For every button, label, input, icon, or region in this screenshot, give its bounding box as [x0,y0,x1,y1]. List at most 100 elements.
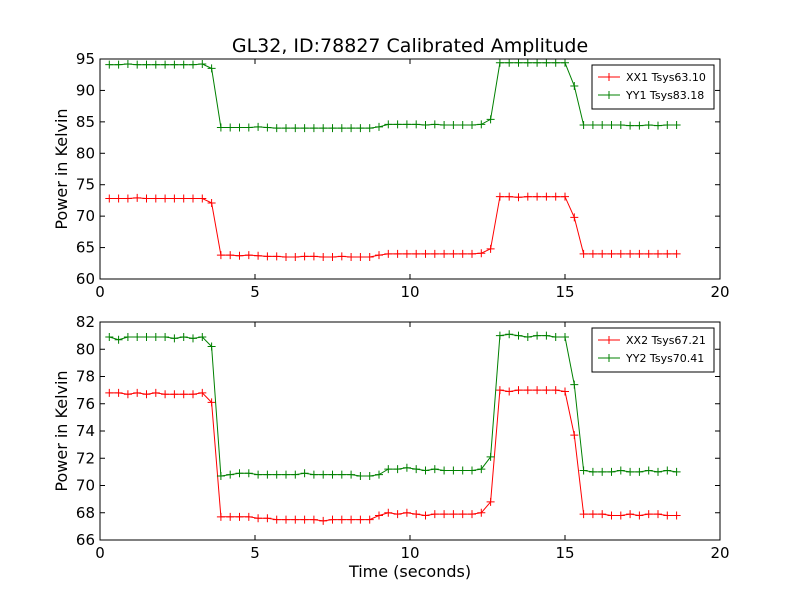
data-point [477,120,486,129]
data-point [542,331,551,340]
data-point [189,194,197,203]
data-point [588,121,597,129]
data-point [226,470,235,479]
y-axis-label: Power in Kelvin [52,370,71,491]
data-point [607,121,616,129]
data-point [514,386,523,395]
data-point [272,515,281,524]
data-point [495,192,504,201]
data-point [616,121,625,129]
data-point [551,58,560,67]
data-point [598,249,607,258]
data-point [440,121,449,129]
data-point [533,386,542,395]
data-point [607,467,616,476]
data-point [142,390,151,399]
data-point [486,244,495,253]
data-point [309,470,318,479]
data-point [179,332,188,341]
data-point [179,390,188,399]
data-point [440,466,449,475]
data-point [672,249,681,258]
data-point [282,470,290,479]
data-point [672,121,681,129]
data-point [523,332,532,341]
data-point [412,465,421,474]
data-point [263,252,272,261]
y-tick-label: 80 [76,340,95,358]
data-point [672,467,681,476]
data-point [412,120,421,129]
data-point [254,122,263,131]
data-point [244,469,253,478]
data-point [300,252,309,261]
data-point [365,515,374,524]
y-tick-label: 68 [76,504,95,522]
data-point [375,251,383,260]
data-point [663,121,672,129]
data-point [142,332,151,341]
data-point [533,331,542,340]
data-point [551,332,560,341]
data-point [626,467,635,476]
data-point [207,342,216,351]
data-point [412,510,421,519]
data-point [421,121,430,129]
data-point [644,249,653,258]
data-point [105,332,114,341]
data-point [291,515,300,524]
data-point [226,123,235,132]
legend-marker [605,91,613,99]
data-point [626,249,635,258]
data-point [598,510,607,519]
data-point [291,253,300,261]
data-point [235,251,244,260]
data-point [291,470,300,479]
data-point [337,252,346,261]
x-axis-label: Time (seconds) [348,562,471,581]
data-point [561,332,569,341]
data-point [477,508,486,517]
data-point [421,511,430,520]
data-point [430,510,439,519]
data-point [635,249,644,258]
y-tick-label: 85 [76,113,95,131]
data-point [291,124,300,133]
y-tick-label: 70 [76,477,95,495]
data-point [198,332,207,341]
data-point [151,332,160,341]
data-point [300,469,309,478]
data-point [347,515,356,524]
data-point [588,510,597,519]
y-tick-label: 70 [76,207,95,225]
data-point [272,470,281,479]
data-point [384,120,393,129]
data-point [263,123,272,132]
y-tick-label: 90 [76,81,95,99]
data-point [393,465,402,474]
data-point [393,249,402,258]
data-point [356,515,365,524]
data-point [449,121,458,129]
data-point [449,510,458,519]
data-point [505,387,514,396]
data-point [570,431,579,440]
data-point [319,124,328,133]
y-tick-label: 66 [76,531,95,549]
data-point [402,508,411,517]
data-point [663,466,672,475]
data-point [207,398,216,407]
data-point [551,386,560,395]
data-point [626,510,635,519]
data-point [495,58,504,67]
data-point [198,388,207,397]
x-tick-label: 20 [710,544,729,562]
data-point [635,121,644,130]
data-point [458,466,467,475]
data-point [142,60,151,69]
data-point [514,193,523,202]
axes-frame [99,321,721,541]
data-point [654,249,662,258]
y-tick-label: 76 [76,395,95,413]
data-point [375,511,383,520]
